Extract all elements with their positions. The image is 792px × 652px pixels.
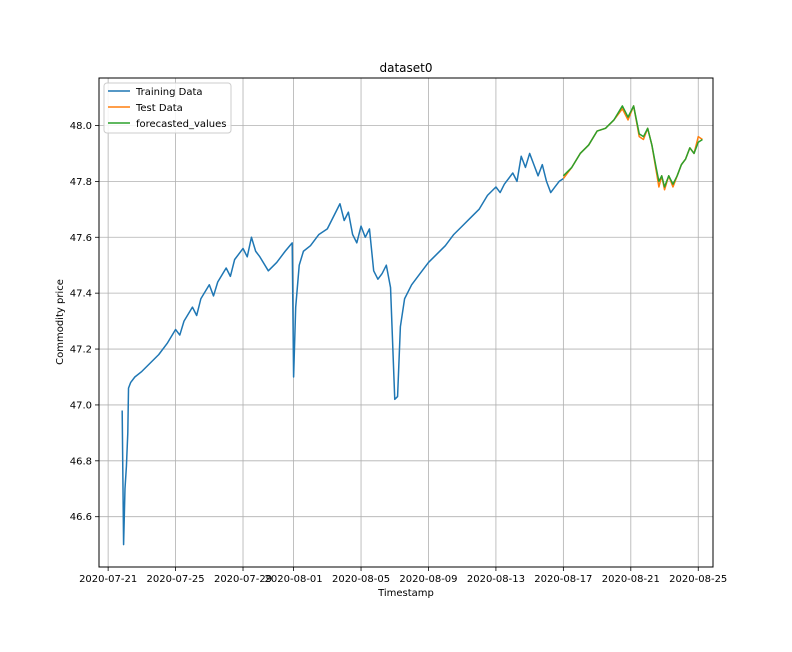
y-axis-label: Commodity price [55,279,66,365]
x-tick-label: 2020-07-21 [79,574,137,585]
y-axis: 46.6 46.8 47.0 47.2 47.4 47.6 47.8 48.0 [70,121,99,523]
series-line-forecasted-values [562,105,703,188]
grid [99,78,713,567]
y-tick-label: 47.8 [70,177,92,188]
x-tick-label: 2020-08-25 [669,574,727,585]
y-tick-label: 48.0 [70,121,92,132]
y-tick-label: 46.6 [70,512,92,523]
x-tick-label: 2020-08-05 [332,574,390,585]
legend-box [103,82,232,134]
legend-label-test-data: Test Data [135,103,183,114]
plot-area [99,78,713,567]
plot-frame [98,77,714,568]
x-tick-label: 2020-08-13 [467,574,525,585]
series-line-training-data [121,152,564,546]
x-tick-label: 2020-07-29 [214,574,272,585]
series-layer [121,105,703,546]
chart-title: dataset0 [379,61,432,75]
x-tick-label: 2020-08-09 [399,574,457,585]
x-axis-label: Timestamp [377,588,434,599]
legend-label-forecasted-values: forecasted_values [136,119,226,130]
x-tick-label: 2020-08-01 [265,574,323,585]
y-tick-label: 46.8 [70,456,92,467]
x-axis: 2020-07-21 2020-07-25 2020-07-292020-08-01… [79,567,727,585]
y-tick-label: 47.6 [70,233,92,244]
y-tick-label: 47.2 [70,345,92,356]
x-tick-label: 2020-08-17 [534,574,592,585]
legend-label-training-data: Training Data [135,87,203,98]
x-tick-label: 2020-08-21 [602,574,660,585]
x-tick-label: 2020-07-25 [147,574,205,585]
y-tick-label: 47.4 [70,289,92,300]
legend: Training Data Test Data forecasted_value… [103,82,232,134]
y-tick-label: 47.0 [70,400,92,411]
